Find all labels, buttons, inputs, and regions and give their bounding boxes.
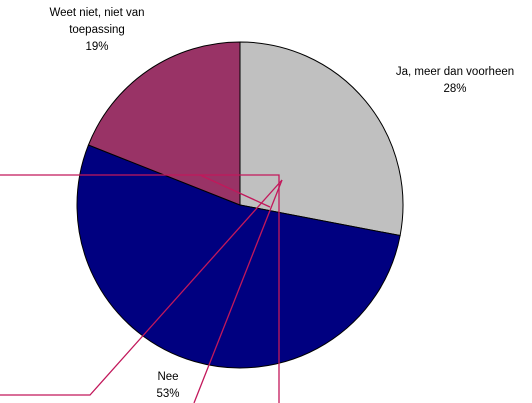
slice-label: Ja, meer dan voorheen 28% bbox=[360, 64, 532, 98]
pie-slice bbox=[76, 144, 401, 369]
leader-line bbox=[0, 174, 280, 403]
category-label: Nee bbox=[157, 371, 179, 383]
value-label: 28% bbox=[443, 83, 467, 95]
category-label: Weet niet, niet van toepassing bbox=[49, 7, 145, 36]
leader-line bbox=[199, 174, 271, 208]
leader-line bbox=[193, 179, 283, 403]
value-label: 53% bbox=[156, 388, 180, 400]
leader-lines bbox=[0, 174, 283, 403]
leader-line bbox=[0, 179, 283, 396]
pie-slice bbox=[239, 41, 404, 237]
category-label: Ja, meer dan voorheen bbox=[395, 66, 515, 78]
pie-slice bbox=[87, 41, 241, 206]
slices bbox=[76, 41, 404, 369]
slice-label: Nee 53% bbox=[120, 369, 216, 403]
value-label: 19% bbox=[85, 41, 109, 53]
slice-label: Weet niet, niet van toepassing 19% bbox=[32, 5, 162, 56]
